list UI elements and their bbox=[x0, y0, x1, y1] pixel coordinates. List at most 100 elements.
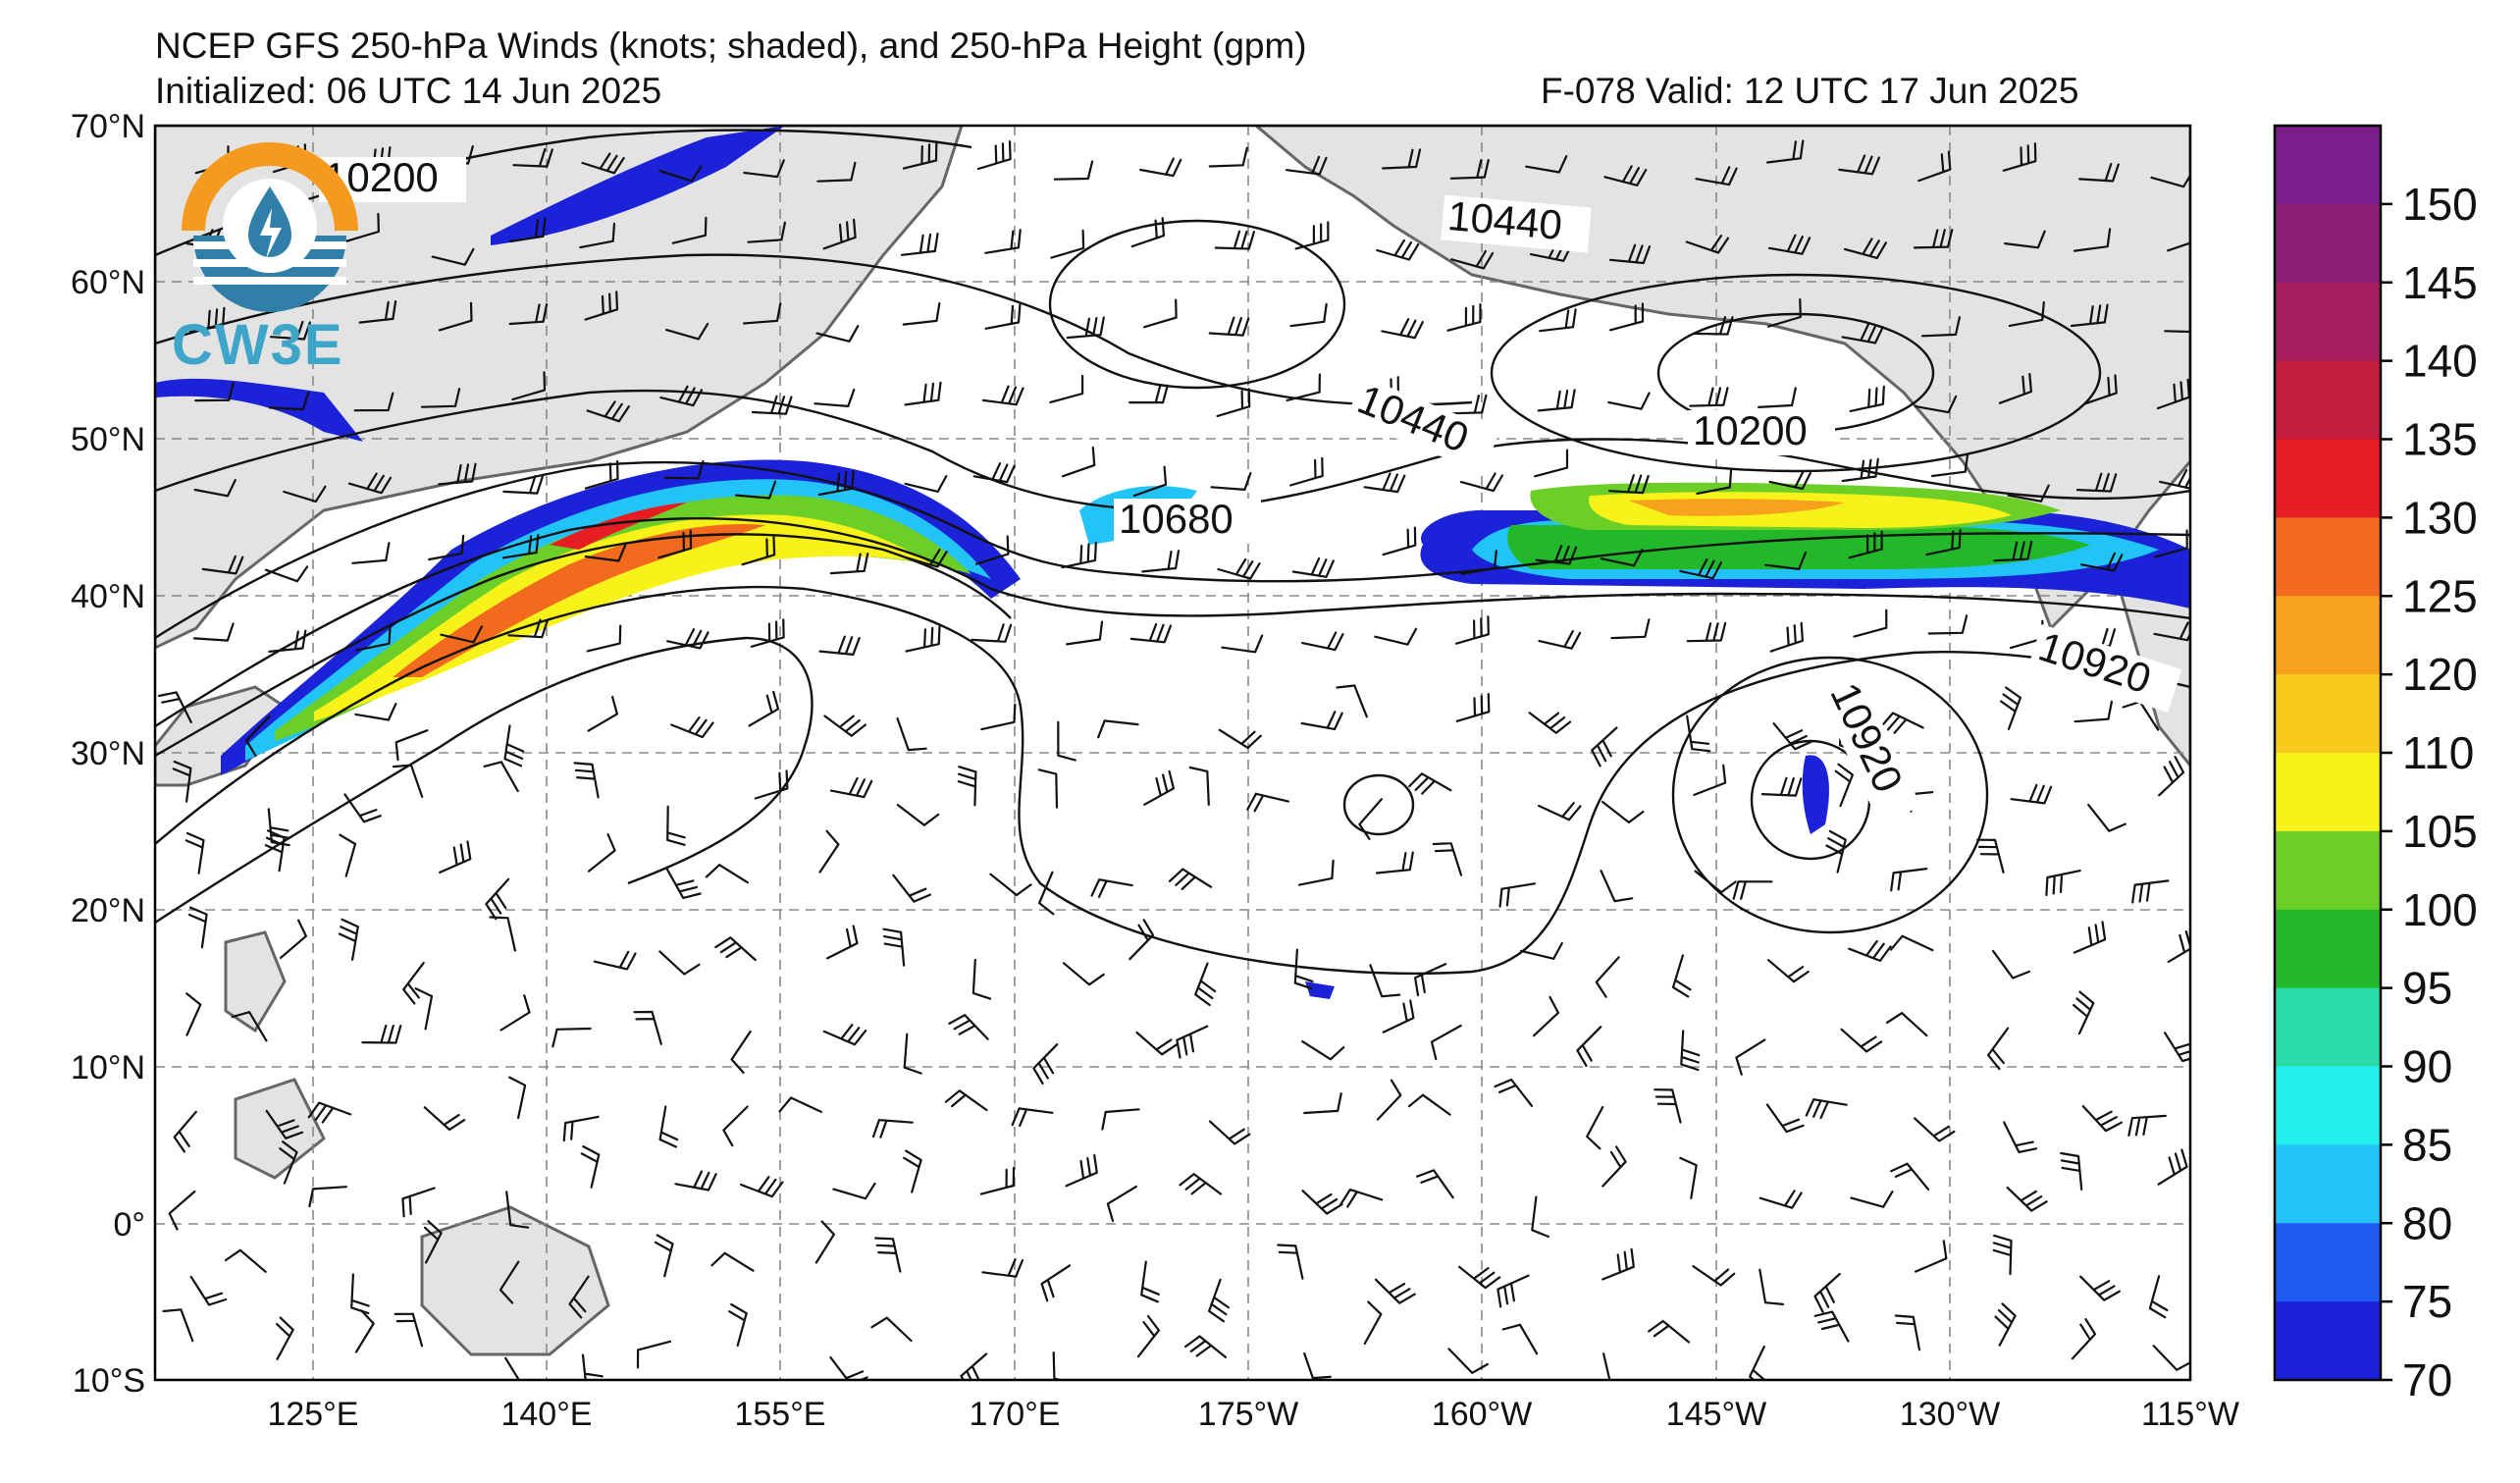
wind-barb bbox=[401, 1187, 436, 1218]
wind-barb bbox=[1376, 238, 1420, 261]
lon-label: 170°E bbox=[969, 1396, 1060, 1433]
wind-barb bbox=[658, 1105, 679, 1148]
wind-barb bbox=[192, 622, 235, 642]
wind-barb bbox=[1032, 1043, 1059, 1085]
wind-barb bbox=[1294, 221, 1330, 250]
wind-barb bbox=[710, 1251, 755, 1272]
wind-barb bbox=[1455, 615, 1490, 645]
wind-barb bbox=[168, 1190, 196, 1231]
colorbar-tick-label: 150 bbox=[2402, 179, 2478, 230]
wind-barb bbox=[1216, 388, 1251, 417]
colorbar-tick-label: 90 bbox=[2402, 1041, 2452, 1092]
wind-barb bbox=[402, 962, 425, 1005]
wind-barb bbox=[1760, 776, 1803, 797]
wind-barb bbox=[440, 625, 484, 644]
wind-barb bbox=[902, 302, 941, 326]
wind-barb bbox=[1065, 1153, 1098, 1188]
wind-barb bbox=[264, 565, 309, 583]
wind-barb bbox=[2073, 990, 2095, 1035]
wind-barb bbox=[188, 306, 226, 334]
wind-barb bbox=[2159, 468, 2190, 490]
wind-barb bbox=[279, 1140, 298, 1185]
wind-barb bbox=[1301, 1040, 1345, 1061]
wind-barb bbox=[1735, 1038, 1766, 1076]
wind-barb bbox=[2007, 484, 2050, 503]
wind-barb bbox=[1610, 618, 1651, 640]
wind-barb bbox=[438, 462, 477, 486]
wind-barb bbox=[1894, 1314, 1921, 1351]
wind-barb bbox=[1129, 384, 1169, 404]
wind-barb bbox=[573, 762, 600, 799]
wind-barb bbox=[1767, 959, 1810, 983]
colorbar-cell bbox=[2275, 830, 2381, 911]
lon-label: 125°E bbox=[267, 1396, 358, 1433]
colorbar-tick-label: 125 bbox=[2402, 570, 2478, 621]
wind-barb bbox=[1221, 634, 1264, 654]
wind-barb bbox=[2003, 1121, 2038, 1153]
wind-barb bbox=[1217, 557, 1261, 580]
wind-barb bbox=[184, 831, 205, 874]
wind-barb bbox=[1011, 1107, 1054, 1128]
colorbar-cell bbox=[2275, 126, 2381, 205]
wind-barb bbox=[1767, 297, 1802, 328]
wind-barb bbox=[361, 1024, 402, 1044]
wind-barb bbox=[1301, 1190, 1343, 1215]
wind-barb bbox=[2087, 804, 2126, 832]
wind-barb bbox=[1246, 792, 1289, 813]
colorbar: 150 145 140 135 130 125 120 110 105 100 95 90 85 80 75… bbox=[2273, 124, 2478, 1405]
wind-barb bbox=[814, 1220, 835, 1264]
lon-label: 175°W bbox=[1198, 1396, 1298, 1433]
wind-barb bbox=[1534, 449, 1569, 478]
wind-barb bbox=[1838, 154, 1880, 176]
wind-barb bbox=[508, 217, 547, 243]
wind-barb bbox=[351, 542, 391, 564]
wind-barb bbox=[1446, 303, 1482, 332]
wind-barb bbox=[551, 1027, 592, 1048]
longitude-labels: 125°E 140°E 155°E 170°E 175°W 160°W 145°… bbox=[267, 1396, 2238, 1433]
wind-barb bbox=[1885, 1012, 1928, 1037]
wind-barb bbox=[815, 325, 860, 343]
wind-barb bbox=[981, 1258, 1024, 1278]
colorbar-cell bbox=[2275, 1223, 2381, 1302]
wind-barb bbox=[1609, 302, 1645, 332]
wind-barb bbox=[1930, 452, 1969, 478]
wind-barb bbox=[1586, 1105, 1604, 1150]
wind-barb bbox=[1298, 859, 1335, 886]
wind-barb bbox=[1843, 238, 1887, 259]
wind-barb bbox=[504, 1356, 521, 1380]
wind-barb bbox=[1927, 614, 1969, 635]
wind-barb bbox=[1336, 684, 1368, 718]
wind-barb bbox=[870, 1316, 913, 1343]
wind-barb bbox=[2131, 879, 2170, 904]
wind-barb bbox=[2074, 700, 2113, 723]
wind-barb bbox=[283, 485, 327, 503]
wind-barb bbox=[1772, 722, 1812, 751]
wind-barb bbox=[353, 392, 394, 412]
wind-barb bbox=[1293, 948, 1314, 990]
init-time: Initialized: 06 UTC 14 Jun 2025 bbox=[155, 71, 662, 111]
wind-barb bbox=[1458, 1265, 1501, 1290]
wind-barb bbox=[1696, 468, 1733, 495]
wind-barb bbox=[1533, 995, 1559, 1037]
wind-barb bbox=[2127, 1114, 2167, 1137]
wind-barb bbox=[1759, 1190, 1803, 1209]
wind-barb bbox=[508, 1076, 527, 1120]
wind-barb bbox=[1520, 941, 1563, 960]
wind-barb bbox=[1285, 155, 1328, 176]
wind-barb bbox=[665, 322, 709, 341]
wind-barb bbox=[1608, 474, 1650, 495]
wind-barb bbox=[2045, 870, 2081, 897]
wind-barb bbox=[268, 629, 307, 653]
wind-barb bbox=[483, 761, 519, 792]
wind-barb bbox=[1455, 693, 1491, 722]
wind-barb bbox=[1382, 526, 1417, 556]
wind-barb bbox=[874, 1237, 902, 1273]
wind-barb bbox=[1841, 323, 1884, 344]
wind-barb bbox=[971, 958, 992, 1000]
wind-barb bbox=[1090, 878, 1133, 898]
wind-barb bbox=[489, 916, 516, 952]
wind-barb bbox=[1136, 1314, 1160, 1358]
wind-barb bbox=[1374, 1278, 1416, 1304]
lat-label: 10°S bbox=[73, 1362, 145, 1400]
wind-barb bbox=[663, 459, 705, 480]
